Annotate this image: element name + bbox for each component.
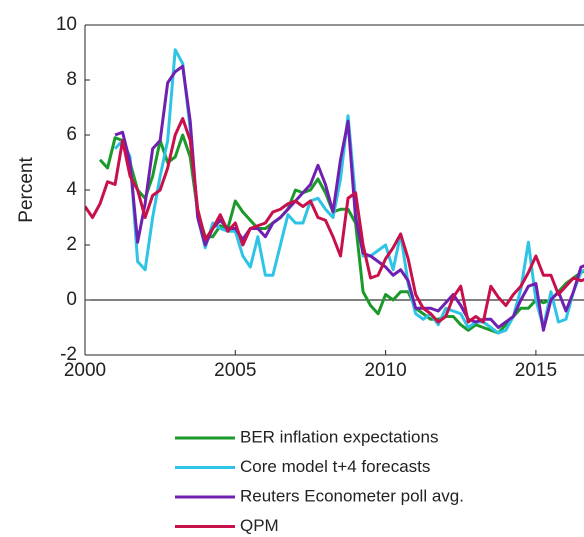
y-tick-label: 6	[66, 124, 77, 145]
plot-area	[85, 48, 584, 335]
y-tick-label: 8	[66, 69, 77, 90]
series-line	[98, 133, 584, 335]
legend-label: BER inflation expectations	[240, 427, 438, 446]
x-tick-label: 2000	[64, 360, 106, 381]
x-tick-label: 2005	[214, 360, 256, 381]
y-tick-label: -2	[60, 344, 77, 365]
legend-label: QPM	[240, 516, 279, 535]
legend-label: Reuters Econometer poll avg.	[240, 486, 464, 505]
x-tick-label: 2015	[515, 360, 557, 381]
y-tick-label: 2	[66, 234, 77, 255]
x-tick-label: 2010	[364, 360, 406, 381]
series-line	[85, 117, 584, 324]
y-axis-label: Percent	[16, 157, 37, 223]
legend-label: Core model t+4 forecasts	[240, 457, 430, 476]
y-tick-label: 0	[66, 289, 77, 310]
y-tick-label: 10	[56, 14, 77, 35]
axes: -2 0 2 4 6 8 10 2000 2005 2010 2015	[56, 14, 584, 381]
legend: BER inflation expectations Core model t+4…	[175, 427, 464, 535]
y-tick-label: 4	[66, 179, 77, 200]
